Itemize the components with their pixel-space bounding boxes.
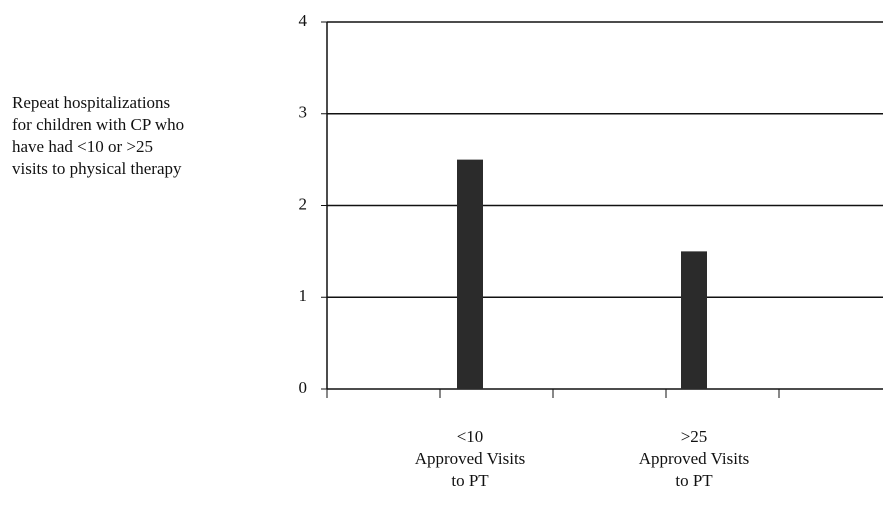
- y-tick-label: 2: [299, 194, 308, 213]
- chart-title: Repeat hospitalizations for children wit…: [12, 93, 185, 178]
- x-tick-label: >25 Approved Visits to PT: [638, 427, 750, 490]
- y-tick-label: 0: [299, 378, 308, 397]
- bar: [457, 159, 483, 389]
- y-tick-label: 4: [299, 11, 308, 30]
- y-tick-label: 3: [299, 103, 308, 122]
- bar: [681, 251, 707, 389]
- y-tick-label: 1: [299, 286, 308, 305]
- x-tick-label: <10 Approved Visits to PT: [414, 427, 526, 490]
